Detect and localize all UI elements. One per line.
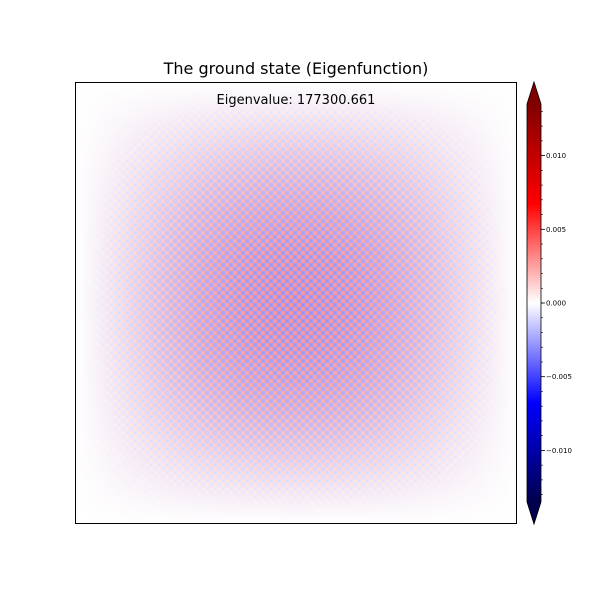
colorbar-outline: [526, 80, 542, 526]
colorbar-tick-label: 0.000: [546, 300, 566, 308]
colorbar-tick-label: 0.005: [546, 226, 566, 234]
eigenvalue-annotation: Eigenvalue: 177300.661: [217, 93, 376, 108]
colorbar: −0.010 −0.005 0.000 0.005 0.010: [526, 80, 572, 526]
heatmap-image: [76, 82, 517, 523]
chart-title: The ground state (Eigenfunction): [163, 59, 429, 78]
colorbar-tick-label: −0.010: [546, 447, 572, 455]
plot-area: Eigenvalue: 177300.661: [75, 82, 517, 524]
heatmap-foreign: [76, 82, 517, 523]
colorbar-tick-label: −0.005: [546, 373, 572, 381]
colorbar-tick-label: 0.010: [546, 152, 566, 160]
colorbar-extend-max: [527, 82, 541, 104]
colorbar-gradient: [527, 104, 541, 502]
colorbar-extend-min: [527, 502, 541, 524]
plot-frame: [75, 82, 517, 524]
